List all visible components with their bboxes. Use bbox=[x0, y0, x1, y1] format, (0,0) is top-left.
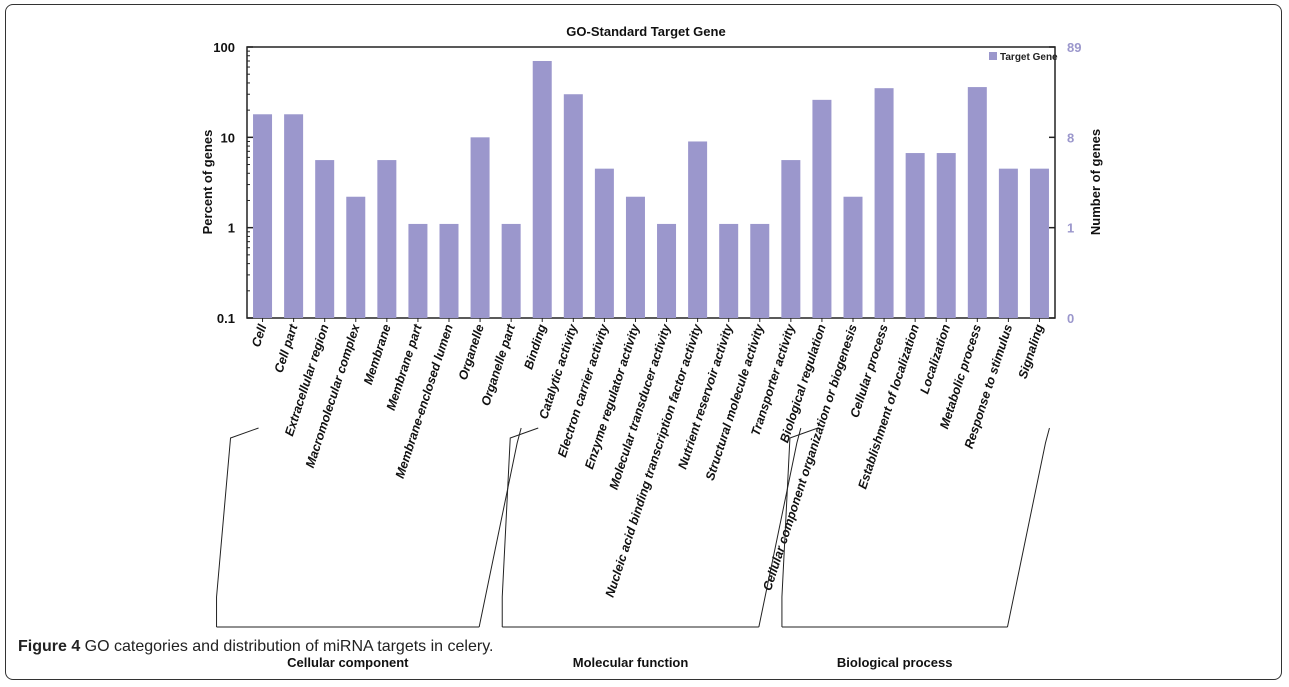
bar bbox=[688, 141, 708, 318]
y-axis-label-left: Percent of genes bbox=[200, 130, 215, 235]
caption-text: GO categories and distribution of miRNA … bbox=[80, 638, 494, 655]
bar bbox=[657, 223, 677, 318]
x-tick-label: Structural molecule activity bbox=[703, 322, 767, 483]
group-bracket-right bbox=[478, 427, 522, 628]
bar bbox=[843, 196, 863, 318]
group-bracket-left bbox=[501, 427, 539, 598]
x-tick-label: Organelle bbox=[456, 323, 487, 382]
bar bbox=[346, 196, 366, 318]
chart-title: GO-Standard Target Gene bbox=[566, 24, 725, 39]
right-tick-label: 0 bbox=[1067, 311, 1074, 326]
figure-caption: Figure 4 GO categories and distribution … bbox=[18, 638, 493, 656]
legend-label: Target Gene bbox=[1000, 52, 1058, 63]
bar bbox=[905, 153, 925, 318]
right-tick-label: 1 bbox=[1067, 221, 1074, 236]
bar bbox=[284, 114, 304, 319]
bar bbox=[874, 88, 894, 318]
bar bbox=[439, 223, 459, 318]
group-label: Molecular function bbox=[573, 655, 689, 670]
bar bbox=[719, 223, 739, 318]
x-tick-label: Establishment of localization bbox=[855, 322, 922, 490]
legend-swatch bbox=[989, 52, 997, 60]
bar bbox=[625, 196, 645, 318]
group-bracket-right bbox=[758, 427, 802, 628]
bar bbox=[377, 160, 397, 318]
group-label: Cellular component bbox=[287, 655, 409, 670]
left-tick-label: 100 bbox=[213, 40, 235, 55]
x-tick-label: Signaling bbox=[1016, 322, 1047, 380]
bar bbox=[315, 160, 335, 318]
right-tick-label: 8 bbox=[1067, 130, 1074, 145]
group-bracket-left bbox=[216, 427, 259, 598]
bar bbox=[967, 87, 987, 318]
bar bbox=[501, 223, 521, 318]
x-tick-label: Localization bbox=[917, 322, 953, 395]
group-bracket-left bbox=[781, 427, 819, 598]
figure-frame bbox=[5, 4, 1282, 680]
bar bbox=[532, 60, 552, 319]
bar bbox=[408, 223, 428, 318]
group-label: Biological process bbox=[837, 655, 953, 670]
left-y-axis: 100 10 1 0.1 bbox=[213, 40, 253, 326]
x-tick-label: Cell part bbox=[272, 322, 301, 375]
x-tick-label: Membrane bbox=[361, 323, 394, 387]
right-tick-label: 89 bbox=[1067, 40, 1081, 55]
bar bbox=[936, 153, 956, 318]
x-tick-label: Binding bbox=[521, 322, 549, 371]
right-y-axis: 89 8 1 0 bbox=[1049, 40, 1081, 326]
x-tick-label: Cell bbox=[249, 322, 270, 349]
x-tick-label: Membrane-enclosed lumen bbox=[393, 322, 456, 480]
x-tick-label: Organelle part bbox=[479, 322, 519, 408]
plot-area bbox=[246, 46, 1056, 319]
bar bbox=[253, 114, 273, 319]
bar bbox=[1029, 168, 1049, 318]
bar bbox=[750, 223, 770, 318]
bar bbox=[998, 168, 1018, 318]
left-tick-label: 1 bbox=[228, 221, 235, 236]
category-groups: Cellular component Molecular function Biol… bbox=[216, 427, 1050, 670]
group-bracket-right bbox=[1006, 427, 1050, 628]
caption-label: Figure 4 bbox=[18, 638, 81, 655]
bar bbox=[563, 94, 583, 318]
left-tick-label: 10 bbox=[221, 130, 235, 145]
bar bbox=[812, 99, 832, 318]
y-axis-label-right: Number of genes bbox=[1088, 129, 1103, 235]
bar bbox=[781, 160, 801, 318]
legend: Target Gene bbox=[989, 52, 1058, 63]
bar bbox=[470, 137, 490, 318]
left-tick-label: 0.1 bbox=[217, 311, 235, 326]
plot-frame bbox=[246, 46, 1056, 319]
bars bbox=[253, 60, 1049, 319]
bar bbox=[594, 168, 614, 318]
